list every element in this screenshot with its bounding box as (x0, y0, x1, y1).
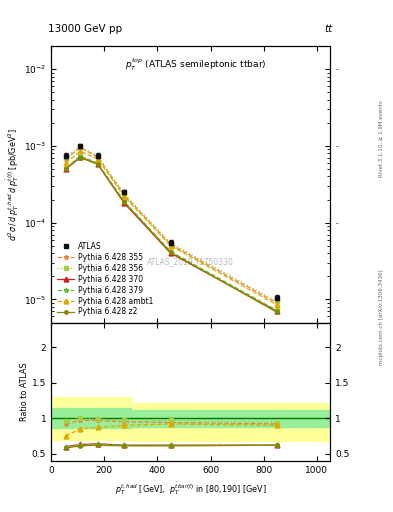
Text: 13000 GeV pp: 13000 GeV pp (48, 24, 123, 34)
Legend: ATLAS, Pythia 6.428 355, Pythia 6.428 356, Pythia 6.428 370, Pythia 6.428 379, P: ATLAS, Pythia 6.428 355, Pythia 6.428 35… (55, 240, 156, 319)
X-axis label: $p_T^{t,had}$ [GeV],  $p_T^{\bar{t}bar(t)}$ in [80,190] [GeV]: $p_T^{t,had}$ [GeV], $p_T^{\bar{t}bar(t)… (115, 480, 266, 497)
Y-axis label: $d^2\sigma\,/\,d\,p_T^{t,had}\,d\,p_T^{\bar{t}(t)}\;\mathrm{[pb/GeV^2]}$: $d^2\sigma\,/\,d\,p_T^{t,had}\,d\,p_T^{\… (4, 128, 21, 241)
Text: $p_T^{top}$ (ATLAS semileptonic ttbar): $p_T^{top}$ (ATLAS semileptonic ttbar) (125, 57, 267, 73)
Y-axis label: Ratio to ATLAS: Ratio to ATLAS (20, 362, 29, 421)
Text: tt: tt (325, 24, 333, 34)
Text: mcplots.cern.ch [arXiv:1306.3436]: mcplots.cern.ch [arXiv:1306.3436] (379, 270, 384, 365)
Text: ATLAS_2019_I1750330: ATLAS_2019_I1750330 (147, 257, 234, 266)
Text: Rivet 3.1.10, ≥ 1.9M events: Rivet 3.1.10, ≥ 1.9M events (379, 100, 384, 177)
